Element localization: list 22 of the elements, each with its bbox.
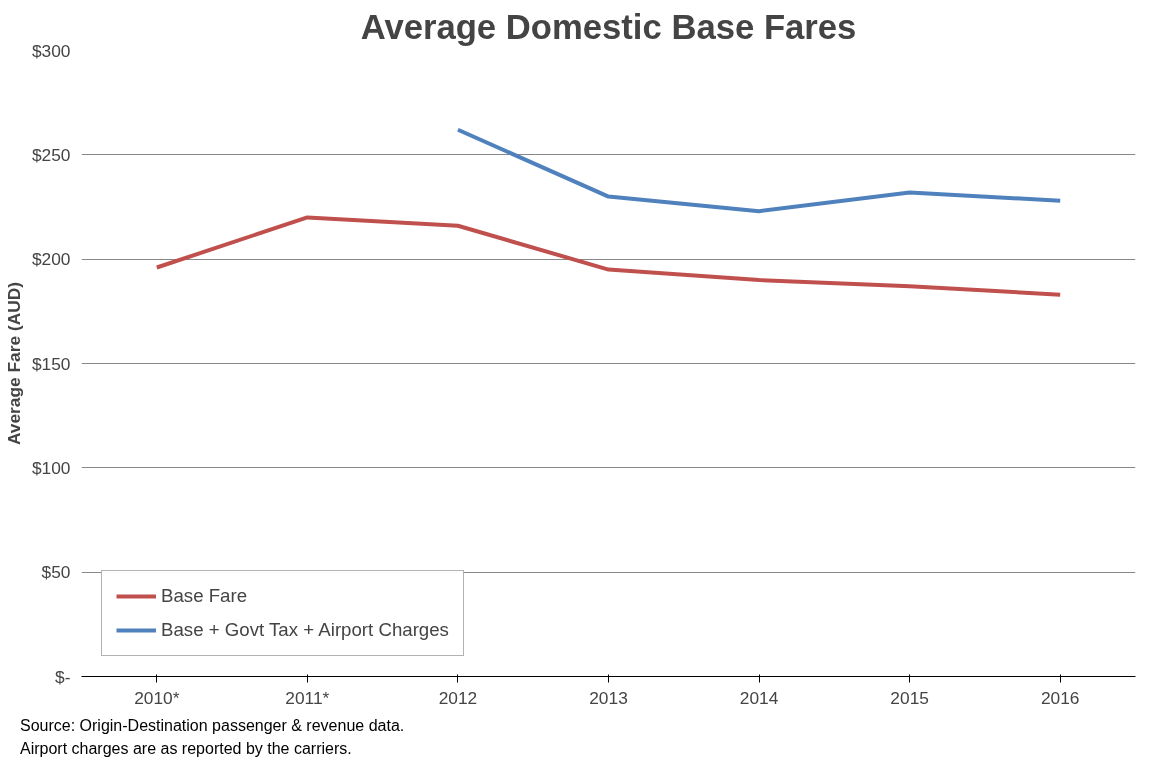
x-tick-label: 2016 xyxy=(1040,687,1080,708)
y-tick-label: $300 xyxy=(31,40,71,61)
x-tick-label: 2012 xyxy=(438,687,478,708)
y-tick-label: $200 xyxy=(31,249,71,270)
x-tick-label: 2013 xyxy=(589,687,628,708)
y-tick-label: $250 xyxy=(31,144,71,165)
y-tick-label: $100 xyxy=(31,457,71,478)
x-tick-label: 2014 xyxy=(739,687,779,708)
legend-label: Base Fare xyxy=(161,585,248,607)
y-axis-title: Average Fare (AUD) xyxy=(3,281,24,446)
line-series xyxy=(455,127,1063,214)
x-tick-label: 2010* xyxy=(134,687,180,708)
source-note: Source: Origin-Destination passenger & revenue data. xyxy=(20,717,405,734)
chart-title: Average Domestic Base Fares xyxy=(360,7,857,46)
y-tick-label: $50 xyxy=(41,562,71,583)
x-tick-label: 2015 xyxy=(890,687,929,708)
text: Airport charges are as reported by the carriers. xyxy=(20,739,352,757)
y-tick-label: $150 xyxy=(31,353,71,374)
y-tick-label: $- xyxy=(55,666,71,687)
x-tick-label: 2011* xyxy=(285,687,330,708)
legend-label: Base + Govt Tax + Airport Charges xyxy=(161,619,449,641)
line-series xyxy=(154,215,1063,297)
